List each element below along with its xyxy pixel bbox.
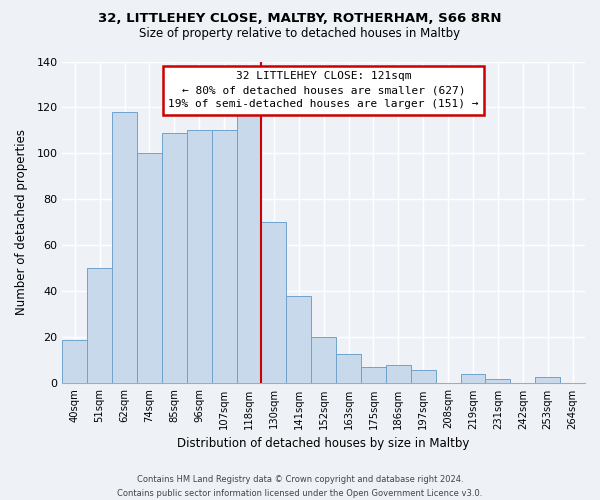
Bar [461,374,485,384]
Bar [311,338,336,384]
Text: Contains HM Land Registry data © Crown copyright and database right 2024.
Contai: Contains HM Land Registry data © Crown c… [118,476,482,498]
Bar [236,78,262,384]
Bar [386,365,411,384]
Bar [361,368,386,384]
Bar [137,154,162,384]
Bar [87,268,112,384]
Bar [535,376,560,384]
Bar [162,133,187,384]
Bar [112,112,137,384]
Bar [262,222,286,384]
Text: Size of property relative to detached houses in Maltby: Size of property relative to detached ho… [139,28,461,40]
Text: 32, LITTLEHEY CLOSE, MALTBY, ROTHERHAM, S66 8RN: 32, LITTLEHEY CLOSE, MALTBY, ROTHERHAM, … [98,12,502,26]
Bar [212,130,236,384]
Text: 32 LITTLEHEY CLOSE: 121sqm
← 80% of detached houses are smaller (627)
19% of sem: 32 LITTLEHEY CLOSE: 121sqm ← 80% of deta… [169,71,479,109]
Bar [411,370,436,384]
Y-axis label: Number of detached properties: Number of detached properties [15,130,28,316]
Bar [485,379,511,384]
Bar [336,354,361,384]
Bar [286,296,311,384]
X-axis label: Distribution of detached houses by size in Maltby: Distribution of detached houses by size … [178,437,470,450]
Bar [62,340,87,384]
Bar [187,130,212,384]
